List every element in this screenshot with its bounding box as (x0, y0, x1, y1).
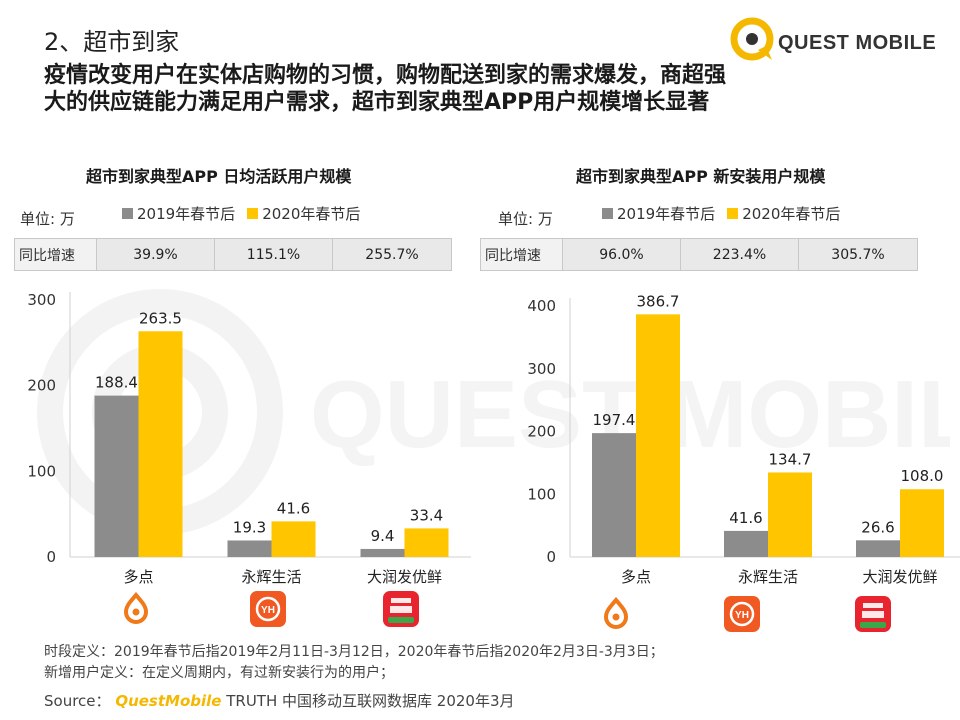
data-label: 19.3 (233, 518, 266, 536)
bar-2020 (404, 528, 449, 557)
legend-swatch-2020 (247, 208, 259, 219)
unit-label-new-installs: 单位: 万 (498, 210, 553, 228)
rt-mart-logo-icon (383, 591, 419, 627)
chart-title-new-installs: 超市到家典型APP 新安装用户规模 (576, 167, 826, 186)
svg-text:YH: YH (261, 605, 275, 616)
category-label: 永辉生活 (738, 568, 798, 586)
section-title: 2、超市到家 (44, 28, 180, 56)
bar-2019 (592, 433, 636, 557)
data-label: 197.4 (593, 411, 636, 429)
yoy-cell: 305.7% (799, 239, 917, 270)
dmall-logo-icon (123, 592, 149, 624)
legend-dau: 2019年春节后 2020年春节后 (122, 203, 372, 224)
bar-2020 (900, 489, 944, 557)
data-label: 26.6 (861, 518, 894, 536)
data-label: 386.7 (637, 292, 680, 310)
data-label: 263.5 (139, 309, 182, 327)
source-brand: QuestMobile (115, 692, 222, 710)
y-tick-label: 0 (46, 548, 56, 566)
bar-2020 (768, 472, 812, 557)
data-label: 41.6 (277, 499, 310, 517)
data-label: 188.4 (95, 374, 138, 392)
logo-text: QUEST MOBILE (778, 32, 937, 54)
unit-label-dau: 单位: 万 (20, 210, 75, 228)
bar-chart-new-installs: 0 100 200 300 400 197.4 386.7 多点 41.6 134.7 永辉生活 26… (527, 292, 960, 586)
category-label: 大润发优鲜 (367, 568, 442, 586)
legend-swatch-2019 (602, 208, 613, 219)
data-label: 9.4 (371, 527, 395, 545)
y-tick-label: 300 (527, 360, 556, 378)
yoy-cell: 255.7% (333, 239, 451, 270)
footnote-new-users: 新增用户定义：在定义周期内，有过新安装行为的用户； (44, 665, 394, 681)
bar-chart-dau: 0 100 200 300 188.4 263.5 多点 19.3 41.6 永辉生活 9.4 33.… (27, 291, 471, 586)
yoy-cell: 96.0% (563, 239, 681, 270)
rt-mart-logo-icon (855, 596, 891, 632)
bar-2019 (360, 548, 405, 557)
source-line: Source： QuestMobile TRUTH 中国移动互联网数据库 202… (44, 690, 515, 711)
yoy-header: 同比增速 (15, 239, 97, 270)
y-tick-label: 0 (546, 548, 556, 566)
category-label: 多点 (123, 568, 153, 586)
questmobile-logo-icon (730, 17, 774, 61)
bar-2020 (271, 521, 316, 557)
source-label: Source： (44, 692, 111, 710)
category-label: 多点 (621, 568, 651, 586)
bar-2020 (138, 331, 183, 557)
y-tick-label: 400 (527, 297, 556, 315)
y-tick-label: 100 (527, 485, 556, 503)
footnote-period: 时段定义：2019年春节后指2019年2月11日-3月12日，2020年春节后指… (44, 644, 664, 660)
headline: 疫情改变用户在实体店购物的习惯，购物配送到家的需求爆发，商超强大的供应链能力满足… (44, 63, 727, 115)
yonghui-logo-icon: YH (724, 596, 760, 632)
legend-item-2020: 2020年春节后 (727, 203, 840, 224)
legend-swatch-2019 (122, 208, 133, 219)
category-label: 大润发优鲜 (862, 568, 937, 586)
category-label: 永辉生活 (241, 568, 301, 586)
legend-swatch-2020 (727, 208, 739, 219)
yoy-table-dau: 同比增速 39.9% 115.1% 255.7% (14, 238, 452, 271)
bar-2019 (724, 530, 768, 557)
yonghui-logo-icon: YH (250, 591, 286, 627)
y-tick-label: 300 (27, 291, 56, 309)
data-label: 41.6 (729, 509, 762, 527)
legend-new-installs: 2019年春节后 2020年春节后 (602, 203, 852, 224)
data-label: 33.4 (410, 506, 443, 524)
yoy-cell: 223.4% (681, 239, 799, 270)
svg-text:YH: YH (735, 610, 749, 621)
legend-item-2019: 2019年春节后 (602, 203, 715, 224)
bar-2019 (227, 540, 272, 557)
yoy-cell: 115.1% (215, 239, 333, 270)
y-tick-label: 200 (527, 423, 556, 441)
yoy-header: 同比增速 (481, 239, 563, 270)
y-tick-label: 200 (27, 377, 56, 395)
source-rest: TRUTH 中国移动互联网数据库 2020年3月 (226, 692, 515, 710)
bar-2019 (94, 395, 139, 557)
yoy-table-new-installs: 同比增速 96.0% 223.4% 305.7% (480, 238, 918, 271)
chart-title-dau: 超市到家典型APP 日均活跃用户规模 (86, 167, 352, 186)
dmall-logo-icon (603, 597, 629, 629)
data-label: 108.0 (901, 467, 944, 485)
yoy-cell: 39.9% (97, 239, 215, 270)
bar-2020 (636, 314, 680, 557)
y-tick-label: 100 (27, 462, 56, 480)
legend-item-2019: 2019年春节后 (122, 203, 235, 224)
legend-item-2020: 2020年春节后 (247, 203, 360, 224)
data-label: 134.7 (769, 450, 812, 468)
bar-2019 (856, 540, 900, 557)
